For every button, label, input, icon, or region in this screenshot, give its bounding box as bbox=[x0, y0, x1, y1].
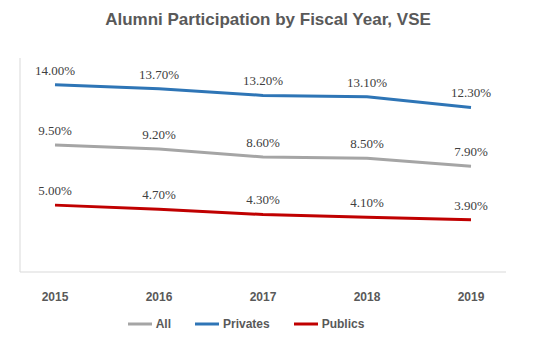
svg-text:3.90%: 3.90% bbox=[454, 198, 488, 213]
svg-text:9.20%: 9.20% bbox=[142, 127, 176, 142]
svg-text:14.00%: 14.00% bbox=[35, 63, 75, 78]
svg-text:2016: 2016 bbox=[146, 290, 173, 304]
svg-text:9.50%: 9.50% bbox=[38, 123, 72, 138]
svg-text:13.70%: 13.70% bbox=[139, 67, 179, 82]
svg-text:2017: 2017 bbox=[250, 290, 277, 304]
svg-text:4.70%: 4.70% bbox=[142, 187, 176, 202]
svg-text:4.10%: 4.10% bbox=[350, 195, 384, 210]
html-text:Privates: Privates bbox=[223, 317, 270, 332]
svg-text:2018: 2018 bbox=[354, 290, 381, 304]
svg-text:5.00%: 5.00% bbox=[38, 183, 72, 198]
svg-text:7.90%: 7.90% bbox=[454, 144, 488, 159]
svg-text:2019: 2019 bbox=[458, 290, 485, 304]
svg-text:2015: 2015 bbox=[42, 290, 69, 304]
svg-text:8.50%: 8.50% bbox=[350, 136, 384, 151]
svg-text:13.20%: 13.20% bbox=[243, 73, 283, 88]
svg-text:13.10%: 13.10% bbox=[347, 75, 387, 90]
html-text:All: All bbox=[155, 317, 171, 332]
svg-text:12.30%: 12.30% bbox=[451, 85, 491, 100]
html-text:Publics: Publics bbox=[321, 317, 365, 332]
html-text:Alumni Participation by Fiscal: Alumni Participation by Fiscal Year, VSE bbox=[105, 10, 431, 29]
svg-text:8.60%: 8.60% bbox=[246, 135, 280, 150]
svg-text:4.30%: 4.30% bbox=[246, 192, 280, 207]
